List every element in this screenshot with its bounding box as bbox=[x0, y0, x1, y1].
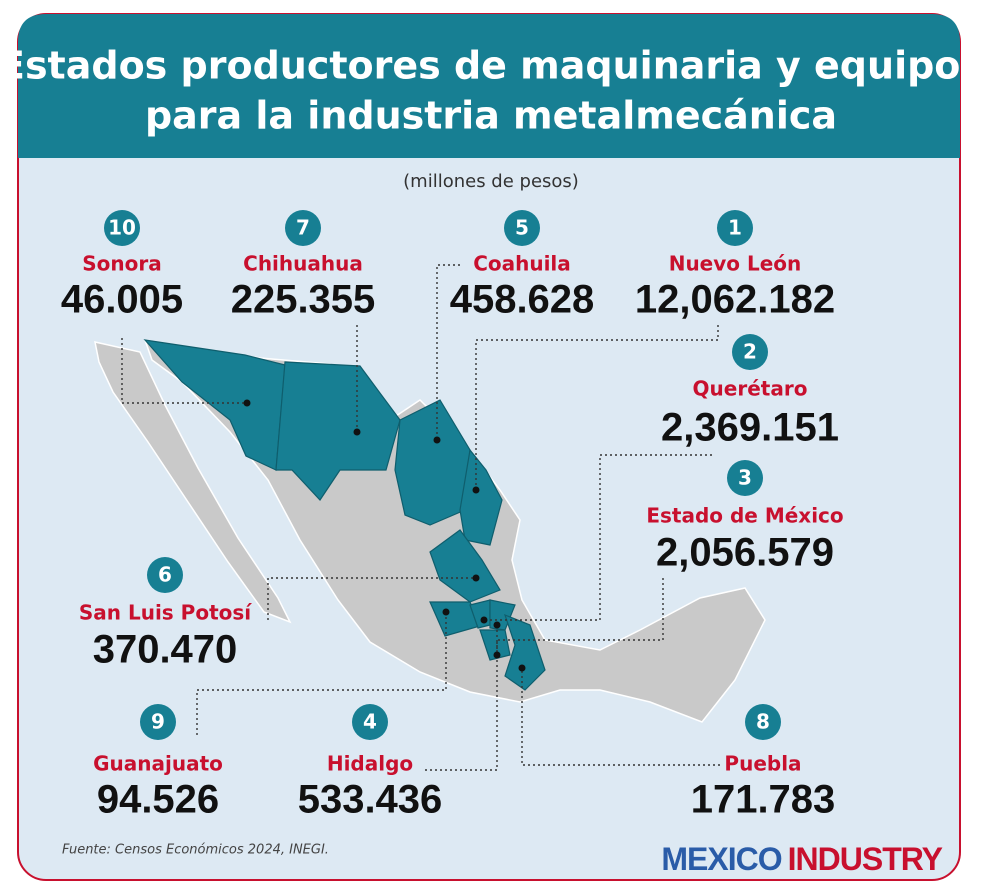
state-value: 458.628 bbox=[450, 278, 595, 322]
rank-badge bbox=[717, 210, 753, 246]
title: Estados productores de maquinaria y equi… bbox=[0, 44, 983, 88]
subtitle: (millones de pesos) bbox=[403, 171, 579, 192]
state-dot bbox=[493, 621, 501, 629]
state-name: Sonora bbox=[82, 252, 161, 276]
state-dot bbox=[243, 399, 251, 407]
state-dots bbox=[243, 399, 526, 672]
state-value: 2,369.151 bbox=[661, 406, 839, 450]
leader bbox=[121, 338, 247, 404]
rank-badge bbox=[352, 704, 388, 740]
state-dot bbox=[442, 608, 450, 616]
rank-number: 9 bbox=[151, 710, 165, 734]
leader bbox=[484, 454, 712, 621]
state-value: 171.783 bbox=[691, 778, 836, 822]
rank-number: 1 bbox=[728, 216, 742, 240]
state-dot bbox=[353, 428, 361, 436]
state-value: 2,056.579 bbox=[656, 531, 834, 575]
state-chihuahua bbox=[275, 361, 401, 501]
state-value: 533.436 bbox=[298, 778, 443, 822]
state-name: Chihuahua bbox=[243, 252, 363, 276]
rank-number: 3 bbox=[738, 466, 752, 490]
state-san-luis-potosi bbox=[429, 529, 501, 603]
leader bbox=[475, 325, 719, 490]
state-name: Nuevo León bbox=[669, 252, 802, 276]
rank-number: 8 bbox=[756, 710, 770, 734]
state-value: 225.355 bbox=[231, 278, 376, 322]
map bbox=[94, 339, 766, 723]
rank-badge bbox=[285, 210, 321, 246]
rank-badge bbox=[104, 210, 140, 246]
state-puebla bbox=[504, 613, 546, 691]
rank-number: 4 bbox=[363, 710, 377, 734]
state-nuevo-leon bbox=[459, 448, 503, 546]
state-dot bbox=[480, 616, 488, 624]
state-coahuila bbox=[394, 399, 471, 526]
rank-number: 5 bbox=[515, 216, 529, 240]
leader bbox=[496, 578, 664, 655]
state-dot bbox=[472, 574, 480, 582]
state-value: 46.005 bbox=[61, 278, 183, 322]
leader bbox=[425, 625, 498, 771]
leader-lines bbox=[121, 264, 720, 771]
rank-number: 10 bbox=[108, 216, 136, 240]
state-dot bbox=[433, 436, 441, 444]
rank-number: 6 bbox=[158, 563, 172, 587]
state-name: Puebla bbox=[724, 752, 801, 776]
leader bbox=[267, 577, 476, 620]
state-name: Coahuila bbox=[473, 252, 571, 276]
state-dot bbox=[518, 664, 526, 672]
source: Fuente: Censos Económicos 2024, INEGI. bbox=[62, 843, 329, 858]
rank-badge bbox=[732, 334, 768, 370]
baja-peninsula bbox=[94, 341, 292, 624]
state-name: Guanajuato bbox=[93, 752, 223, 776]
logo: MEXICO INDUSTRY bbox=[661, 841, 942, 877]
state-value: 370.470 bbox=[93, 628, 238, 672]
state-dot bbox=[472, 486, 480, 494]
rank-number: 2 bbox=[743, 340, 757, 364]
rank-badge bbox=[504, 210, 540, 246]
state-name: Querétaro bbox=[693, 377, 808, 401]
state-name: Hidalgo bbox=[327, 752, 413, 776]
state-name: Estado de México bbox=[646, 504, 843, 528]
state-value: 12,062.182 bbox=[635, 278, 835, 322]
state-sonora bbox=[143, 339, 286, 471]
state-name: San Luis Potosí bbox=[79, 601, 252, 625]
rank-badge bbox=[147, 557, 183, 593]
header-band bbox=[18, 14, 960, 158]
state-dot bbox=[493, 651, 501, 659]
leader bbox=[521, 668, 720, 766]
rank-badge bbox=[745, 704, 781, 740]
title: para la industria metalmecánica bbox=[145, 94, 837, 138]
state-value: 94.526 bbox=[97, 778, 219, 822]
logo-part: MEXICO bbox=[661, 841, 781, 877]
rank-number: 7 bbox=[296, 216, 310, 240]
rank-badge bbox=[140, 704, 176, 740]
rank-badge bbox=[727, 460, 763, 496]
logo-part: INDUSTRY bbox=[788, 841, 943, 877]
